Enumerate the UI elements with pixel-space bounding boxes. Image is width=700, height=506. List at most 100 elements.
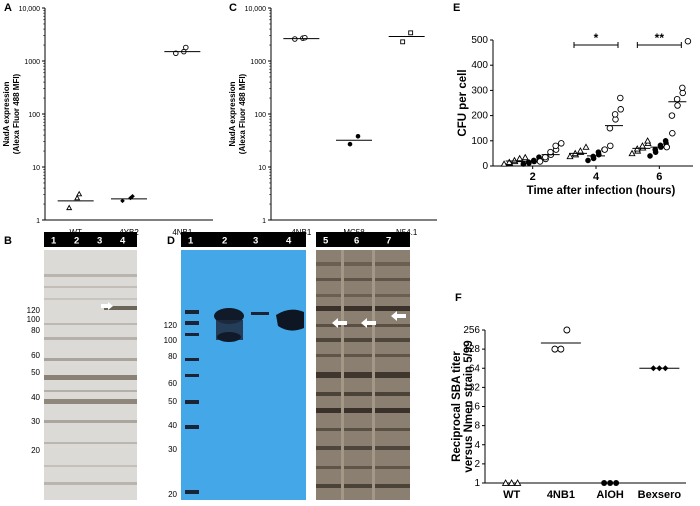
chart-f-ytick-label: 1 — [474, 478, 480, 489]
lane-header-bar-d — [181, 232, 306, 247]
gel-b-mw-50: 50 — [31, 368, 40, 377]
chart-f-point — [613, 480, 620, 486]
chart-c-point — [347, 141, 353, 147]
chart-e-point — [617, 94, 624, 102]
chart-a-y-axis-label-line1: NadA expression — [2, 81, 11, 146]
blot-d-image — [181, 250, 306, 500]
panel-letter-d: D — [167, 235, 175, 247]
chart-e-x-axis-label: Time after infection (hours) — [527, 185, 676, 197]
chart-e-point — [520, 161, 527, 167]
chart-e-point — [668, 112, 676, 119]
chart-e-xtick-label: 6 — [656, 171, 662, 183]
chart-e-point — [530, 157, 537, 164]
chart-e-point — [547, 148, 554, 156]
chart-e-point — [669, 129, 676, 137]
chart-e-point — [582, 143, 590, 150]
chart-e-point — [663, 143, 670, 151]
chart-e-point — [566, 152, 574, 160]
blot-d-lane-4: 4 — [286, 236, 292, 247]
chart-f-xtick-label: 4NB1 — [547, 489, 575, 501]
chart-e-point — [576, 147, 584, 154]
chart-f-xtick-label: Bexsero — [638, 489, 682, 501]
chart-e-ytick-label: 400 — [471, 60, 488, 71]
chart-a-point — [183, 44, 189, 51]
chart-f-point — [601, 480, 608, 486]
chart-e-point — [662, 138, 669, 144]
panel-letter-b: B — [4, 235, 12, 247]
panel-letter-e: E — [453, 2, 460, 14]
chart-e-xtick-label: 2 — [530, 171, 536, 183]
chart-c-ytick-label: 1 — [262, 218, 266, 225]
blot-d-mw-50: 50 — [168, 397, 177, 406]
chart-f-ytick-label: 256 — [463, 325, 480, 336]
chart-e-ytick-label: 200 — [471, 111, 488, 122]
chart-e-point — [607, 142, 614, 150]
gel-b-mw-100: 100 — [27, 315, 41, 324]
chart-e-point — [542, 153, 549, 161]
blot-d-mw-60: 60 — [168, 379, 177, 388]
chart-f-point — [557, 345, 565, 353]
chart-e-ytick-label: 300 — [471, 85, 488, 96]
chart-e-point — [601, 146, 608, 153]
chart-f-xtick-label: AlOH — [596, 489, 624, 501]
chart-f-point — [513, 479, 522, 486]
gel-b-arrow-icon — [101, 302, 113, 310]
blot-d-mw-120: 120 — [164, 321, 178, 330]
chart-f-point — [551, 345, 559, 353]
chart-f-ytick-label: 16 — [469, 402, 481, 413]
chart-a-point — [76, 190, 83, 197]
chart-panel-e: 0 100 200 300 400 500 2 4 6 CFU per cell Time afte… — [457, 31, 693, 197]
chart-a-ytick-label: 1000 — [24, 59, 40, 66]
chart-e-point — [525, 159, 532, 166]
chart-e-point — [674, 102, 681, 109]
chart-f-point — [607, 480, 614, 486]
chart-e-point — [585, 157, 591, 164]
chart-c-point — [400, 39, 406, 45]
chart-e-xtick-label: 4 — [593, 171, 600, 183]
chart-e-point — [558, 140, 565, 147]
gel-b-lane-1: 1 — [51, 236, 57, 247]
gel-d2-arrow-icon-lane5 — [332, 318, 347, 328]
blot-d-band-lane3 — [251, 312, 269, 315]
chart-e-sig-label: * — [594, 31, 599, 45]
blot-d-lane-2: 2 — [222, 236, 227, 247]
chart-panel-f: 1 2 4 8 16 32 64 128 256 WT 4NB1 AlOH Bexsero Recipro… — [451, 325, 686, 501]
blot-panel-d: 1 2 3 4 120 100 80 60 50 40 30 20 — [164, 232, 306, 500]
chart-e-point — [617, 106, 624, 113]
chart-e-ytick-label: 500 — [471, 35, 488, 46]
chart-e-y-axis-label: CFU per cell — [457, 69, 469, 136]
chart-c-ytick-label: 10 — [258, 165, 266, 172]
chart-c-ytick-label: 10,000 — [245, 6, 267, 13]
chart-e-point — [652, 146, 659, 153]
chart-e-point — [552, 142, 559, 150]
chart-a-ytick-label: 100 — [28, 112, 40, 119]
chart-e-point — [644, 137, 652, 144]
chart-f-ytick-label: 32 — [469, 382, 481, 393]
gel-b-mw-120: 120 — [27, 306, 41, 315]
lane-header-bar-d2 — [316, 232, 410, 247]
gel-b-lane-2: 2 — [74, 236, 79, 247]
chart-c-point — [355, 133, 361, 139]
gel-b-lane-4: 4 — [120, 236, 126, 247]
gel-d2-bands — [316, 250, 410, 500]
gel-b-bands — [44, 274, 137, 485]
chart-e-point — [500, 160, 508, 167]
gel-panel-b: 1 2 3 4 120 100 80 60 50 40 30 20 — [27, 232, 137, 500]
blot-d-lane-1: 1 — [188, 236, 194, 247]
panel-letter-f: F — [455, 292, 462, 304]
blot-d-lane-3: 3 — [253, 236, 258, 247]
gel-b-mw-60: 60 — [31, 351, 40, 360]
chart-e-point — [606, 124, 614, 132]
chart-c-ytick-label: 100 — [254, 112, 266, 119]
chart-c-point — [408, 30, 414, 36]
chart-e-sig-label: ** — [655, 31, 665, 45]
chart-f-y-axis-label-line1: Reciprocal SBA titer — [451, 351, 463, 462]
gel-d2-arrow-icon-lane6 — [361, 318, 376, 328]
blot-d-mw-100: 100 — [164, 336, 178, 345]
chart-e-point — [611, 111, 619, 118]
chart-f-ytick-label: 128 — [463, 344, 480, 355]
chart-f-ytick-label: 4 — [474, 440, 480, 451]
chart-f-ytick-label: 8 — [474, 421, 480, 432]
lane-header-bar-b — [44, 232, 137, 247]
